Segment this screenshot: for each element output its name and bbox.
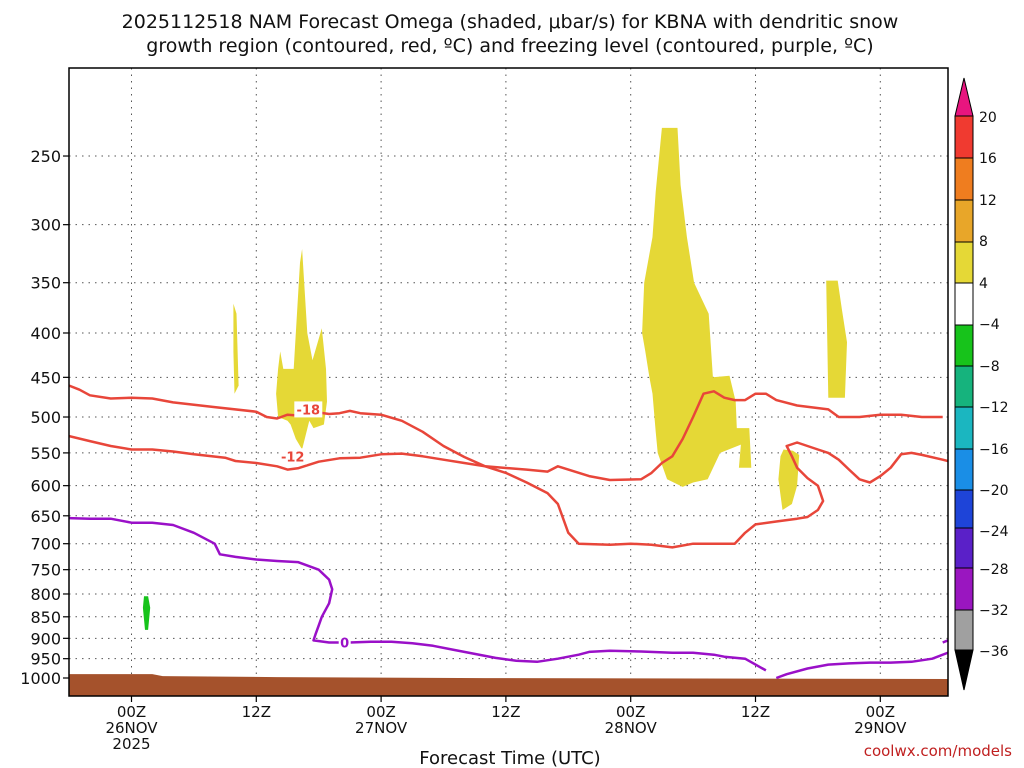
colorbar-band-neg24_neg20 (954, 489, 974, 529)
omega-region-5 (826, 280, 847, 398)
colorbar: 20 16 12 8 4 −4 −8 −12 −16 −20 −24 −28 −32 −36 (954, 77, 1009, 691)
credit-link[interactable]: coolwx.com/models (864, 742, 1012, 760)
y-tick-label-600: 600 (30, 477, 61, 496)
chart-title-line-1: 2025112518 NAM Forecast Omega (shaded, μ… (122, 11, 899, 33)
y-tick-label-700: 700 (30, 535, 61, 554)
x-tick-label-78-0: 00Z (866, 703, 895, 721)
x-tick-label-42-0: 12Z (491, 703, 520, 721)
chart-title-line-2: growth region (contoured, red, ºC) and f… (146, 35, 873, 57)
plot-area: -18 -12 0 (68, 67, 984, 697)
colorbar-band-neg8_neg4 (954, 324, 974, 367)
x-tick-label-66-0: 12Z (741, 703, 770, 721)
colorbar-label-9: −20 (979, 483, 1009, 499)
contour-label--12-bg (278, 448, 307, 465)
plot-frame (68, 67, 949, 697)
freezing-level-segment-1 (775, 651, 948, 680)
y-tick-label-800: 800 (30, 585, 61, 604)
colorbar-label-5: −4 (979, 317, 1000, 333)
y-tick-label-300: 300 (30, 216, 61, 235)
y-tick-label-1000: 1000 (20, 669, 61, 688)
colorbar-label-2: 12 (979, 193, 997, 209)
omega-region-2 (276, 249, 327, 450)
colorbar-band-16_20 (954, 115, 974, 159)
colorbar-band-neg36_neg32 (954, 609, 974, 651)
x-tick-label-54-0: 00Z (616, 703, 645, 721)
terrain-fill (69, 674, 948, 696)
colorbar-band-8_12 (954, 199, 974, 243)
colorbar-label-12: −32 (979, 603, 1009, 619)
y-tick-label-900: 900 (30, 629, 61, 648)
contour-label--12: -12 (281, 450, 305, 465)
contour-label-freezing-0-bg (338, 634, 351, 651)
x-tick-label-30-1: 27NOV (355, 719, 408, 737)
contour-label--18-bg (294, 401, 323, 418)
y-tick-label-950: 950 (30, 650, 61, 669)
omega-region-4 (778, 449, 800, 510)
colorbar-label-10: −24 (979, 524, 1009, 540)
colorbar-top-triangle (954, 77, 974, 117)
freezing-level-contour (69, 516, 767, 672)
x-tick-label-78-1: 29NOV (854, 719, 907, 737)
colorbar-band-neg4_4 (954, 282, 974, 326)
colorbar-band-12_16 (954, 157, 974, 201)
x-tick-label-6-2: 2025 (112, 735, 150, 753)
colorbar-label-6: −8 (979, 359, 1000, 375)
colorbar-band-4_8 (954, 241, 974, 284)
dendritic-contour--12 (69, 434, 948, 549)
freezing-level-segment-3 (979, 589, 984, 602)
colorbar-label-11: −28 (979, 562, 1009, 578)
colorbar-bottom-triangle (954, 649, 974, 691)
y-tick-label-250: 250 (30, 147, 61, 166)
colorbar-label-7: −12 (979, 400, 1009, 416)
x-tick-label-6-0: 00Z (117, 703, 146, 721)
colorbar-label-8: −16 (979, 442, 1009, 458)
y-tick-label-500: 500 (30, 408, 61, 427)
omega-region-6 (142, 596, 151, 630)
colorbar-label-4: 4 (979, 276, 988, 292)
omega-region-1 (233, 303, 239, 394)
y-tick-label-650: 650 (30, 507, 61, 526)
colorbar-band-neg20_neg16 (954, 448, 974, 491)
colorbar-band-neg32_neg28 (954, 567, 974, 611)
colorbar-band-neg28_neg24 (954, 527, 974, 569)
colorbar-band-neg16_neg12 (954, 406, 974, 450)
y-tick-label-550: 550 (30, 444, 61, 463)
y-tick-label-450: 450 (30, 368, 61, 387)
y-tick-label-350: 350 (30, 274, 61, 293)
x-tick-label-30-0: 00Z (366, 703, 395, 721)
colorbar-label-0: 20 (979, 110, 997, 126)
x-tick-label-54-1: 28NOV (605, 719, 658, 737)
y-axis-ticks: 250 300 350 400 450 500 550 600 650 700 750 800 850 9… (20, 147, 69, 688)
y-tick-label-750: 750 (30, 561, 61, 580)
x-tick-label-6-1: 26NOV (105, 719, 158, 737)
dendritic-contour--18 (69, 384, 943, 482)
y-tick-label-400: 400 (30, 324, 61, 343)
plot-content: -18 -12 0 (69, 68, 984, 696)
colorbar-label-3: 8 (979, 234, 988, 250)
colorbar-band-neg12_neg8 (954, 365, 974, 408)
x-tick-label-18-0: 12Z (242, 703, 271, 721)
colorbar-label-1: 16 (979, 151, 997, 167)
omega-region-3 (642, 127, 752, 487)
colorbar-label-13: −36 (979, 644, 1009, 660)
contour-label--18: -18 (297, 403, 321, 418)
x-axis-label: Forecast Time (UTC) (419, 748, 600, 768)
y-tick-label-850: 850 (30, 608, 61, 627)
contour-label-freezing-0: 0 (340, 636, 349, 651)
